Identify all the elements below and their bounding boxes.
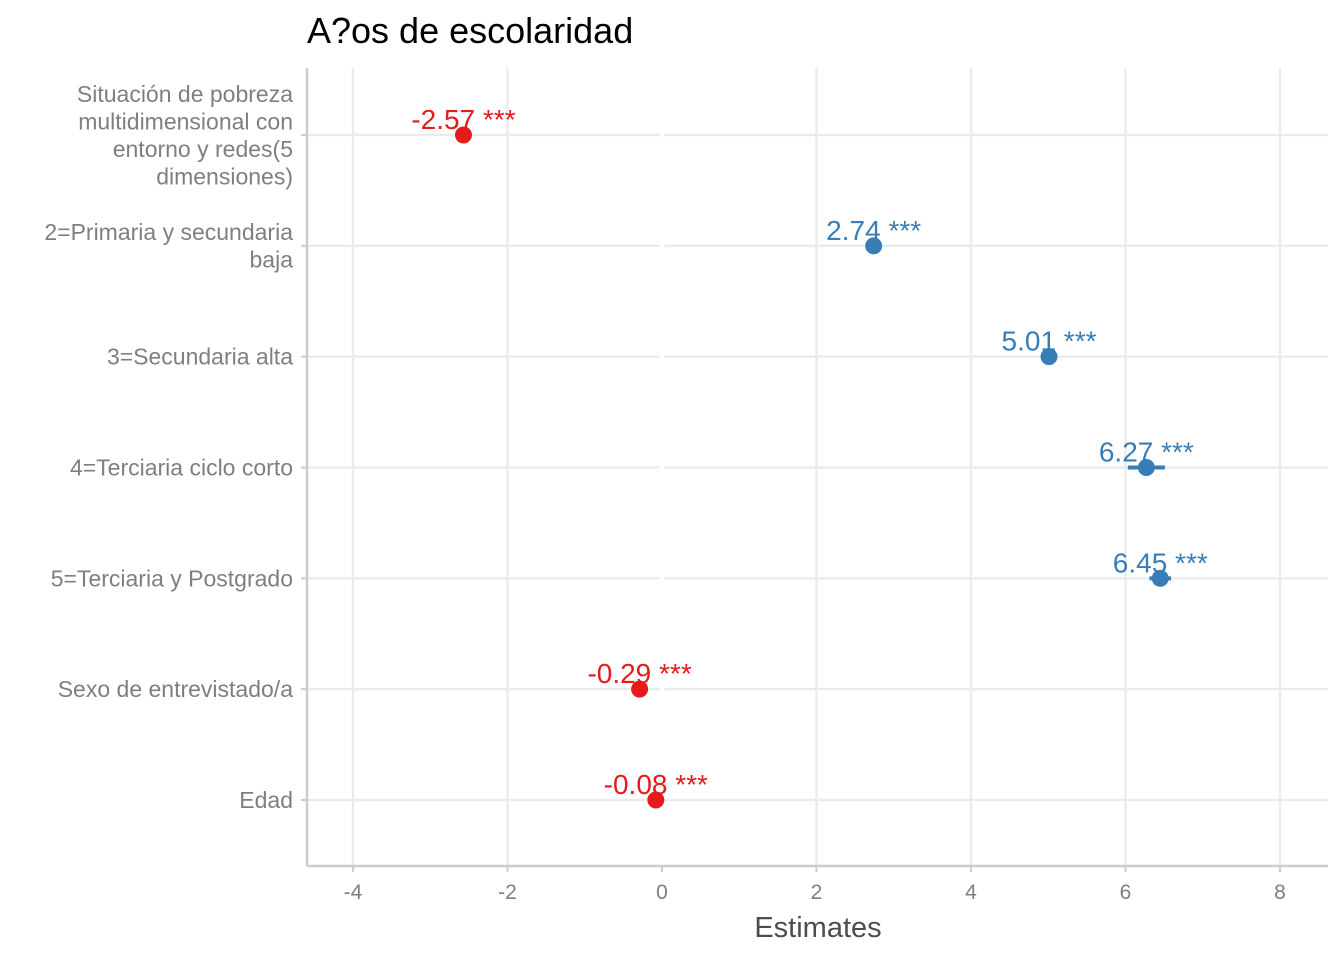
- x-tick-label: 6: [1120, 881, 1132, 904]
- x-tick-label: 8: [1274, 881, 1286, 904]
- estimate-point: [1040, 348, 1058, 366]
- y-tick-label: 4=Terciaria ciclo corto: [70, 454, 293, 480]
- y-tick-label-line: 2=Primaria y secundaria: [44, 219, 293, 245]
- y-tick-label-line: Situación de pobreza: [77, 81, 293, 107]
- estimate-label: 6.27 ***: [1099, 436, 1194, 467]
- grid: [307, 68, 1328, 866]
- estimate-point: [1137, 458, 1155, 476]
- x-tick-label: 0: [656, 881, 668, 904]
- estimate-label: -0.29 ***: [587, 658, 691, 689]
- y-tick-label-line: 3=Secundaria alta: [107, 344, 293, 370]
- estimate-point: [1151, 569, 1169, 587]
- y-tick-label: Sexo de entrevistado/a: [58, 676, 293, 702]
- y-tick-label: 2=Primaria y secundaria baja: [44, 219, 293, 272]
- estimate-marks: -2.57 *** 2.74 *** 5.01 *** 6.27 *** 6.45 **…: [411, 104, 1208, 809]
- y-tick-label-line: 4=Terciaria ciclo corto: [70, 454, 293, 480]
- y-tick-label-line: Edad: [239, 787, 293, 813]
- x-tick-labels: -4 -2 0 2 4 6 8: [344, 881, 1286, 904]
- estimate-label: -0.08 ***: [604, 769, 708, 800]
- y-tick-label-line: Sexo de entrevistado/a: [58, 676, 293, 702]
- y-tick-label: Edad: [239, 787, 293, 813]
- y-tick-label-line: multidimensional con: [78, 108, 293, 134]
- y-tick-label: 3=Secundaria alta: [107, 344, 293, 370]
- y-tick-label: 5=Terciaria y Postgrado: [51, 565, 293, 591]
- y-tick-label-line: dimensiones): [156, 163, 293, 189]
- x-tick-label: 2: [811, 881, 823, 904]
- estimate-label: 2.74 ***: [826, 215, 921, 246]
- estimate-label: 6.45 ***: [1113, 547, 1208, 578]
- chart-title: A?os de escolaridad: [307, 10, 633, 51]
- estimate-point: [865, 237, 883, 255]
- y-tick-label-line: baja: [250, 247, 294, 273]
- x-tick-label: 4: [965, 881, 977, 904]
- y-tick-label-line: 5=Terciaria y Postgrado: [51, 565, 293, 591]
- estimate-point: [647, 791, 665, 809]
- x-tick-label: -2: [498, 881, 517, 904]
- y-tick-label-line: entorno y redes(5: [113, 136, 293, 162]
- axes: [301, 68, 1328, 872]
- estimate-label: -2.57 ***: [411, 104, 515, 135]
- x-axis-label: Estimates: [754, 912, 881, 944]
- estimate-label: 5.01 ***: [1002, 326, 1097, 357]
- y-tick-label: Situación de pobreza multidimensional con…: [77, 81, 293, 190]
- x-tick-label: -4: [344, 881, 363, 904]
- y-tick-labels: Situación de pobreza multidimensional con…: [44, 81, 293, 813]
- estimate-point: [454, 126, 472, 144]
- estimate-point: [631, 680, 649, 698]
